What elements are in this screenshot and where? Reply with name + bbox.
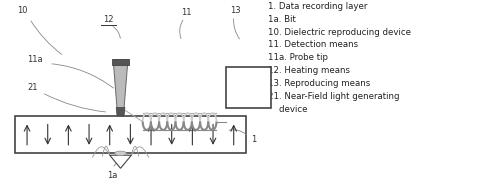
Text: 12: 12 — [103, 16, 114, 24]
Text: 11: 11 — [181, 8, 191, 17]
Text: 13: 13 — [230, 6, 241, 15]
Bar — [15, 116, 246, 153]
Polygon shape — [110, 155, 131, 168]
Text: 21: 21 — [27, 83, 37, 92]
Text: 1. Data recording layer
1a. Bit
10. Dielectric reproducing device
11. Detection : 1. Data recording layer 1a. Bit 10. Diel… — [268, 2, 411, 114]
Polygon shape — [116, 108, 125, 116]
Text: 1a: 1a — [107, 171, 118, 180]
Bar — [226, 67, 271, 108]
Text: 11a: 11a — [27, 55, 43, 64]
Text: 10: 10 — [17, 6, 28, 15]
Text: 1: 1 — [251, 135, 256, 144]
Polygon shape — [113, 60, 128, 115]
Bar — [112, 59, 129, 65]
Circle shape — [115, 151, 126, 156]
